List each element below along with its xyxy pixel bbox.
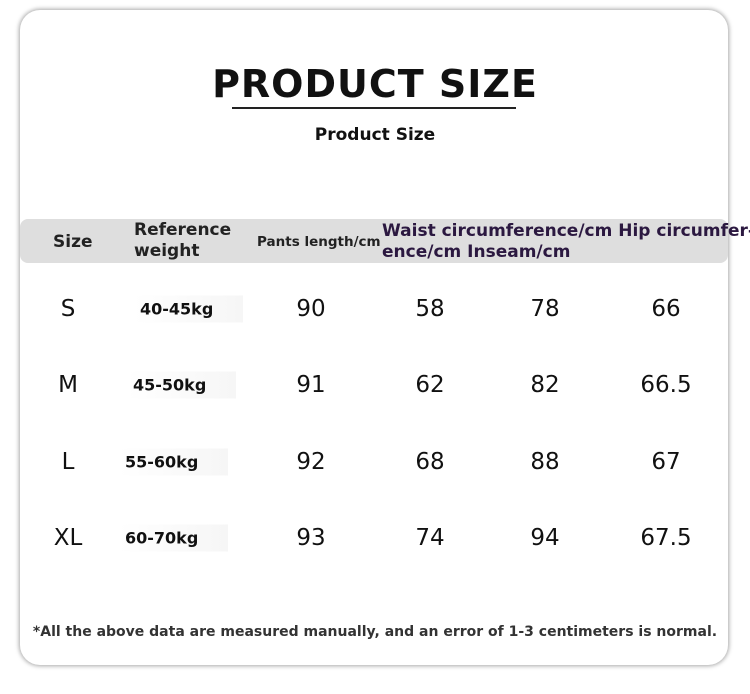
- column-header: Waist circumference/cm Hip circumfer-: [382, 221, 750, 241]
- measure-cell: 94: [530, 525, 560, 551]
- measure-cell: 78: [530, 296, 560, 322]
- weight-cell: 40-45kg: [134, 295, 244, 323]
- measure-cell: 58: [415, 296, 445, 322]
- title: PRODUCT SIZE: [212, 62, 538, 106]
- measure-cell: 66.5: [640, 372, 692, 398]
- weight-cell: 45-50kg: [127, 371, 237, 399]
- card: [20, 10, 728, 665]
- measure-cell: 62: [415, 372, 445, 398]
- size-cell: M: [58, 372, 78, 398]
- measure-cell: 88: [530, 449, 560, 475]
- measure-cell: 66: [651, 296, 681, 322]
- footer-note: *All the above data are measured manuall…: [32, 624, 718, 640]
- measure-cell: 93: [296, 525, 326, 551]
- measure-cell: 91: [296, 372, 326, 398]
- measure-cell: 82: [530, 372, 560, 398]
- column-header: Size: [53, 232, 93, 252]
- subtitle: Product Size: [314, 125, 436, 145]
- measure-cell: 68: [415, 449, 445, 475]
- weight-cell: 60-70kg: [119, 524, 229, 552]
- column-header: Reference weight: [134, 220, 232, 261]
- column-header: Pants length/cm: [257, 234, 381, 250]
- size-cell: XL: [53, 525, 83, 551]
- measure-cell: 74: [415, 525, 445, 551]
- measure-cell: 67: [651, 449, 681, 475]
- weight-cell: 55-60kg: [119, 448, 229, 476]
- size-cell: L: [61, 449, 75, 475]
- column-header: ence/cm Inseam/cm: [382, 242, 571, 262]
- measure-cell: 90: [296, 296, 326, 322]
- measure-cell: 92: [296, 449, 326, 475]
- header-band: [20, 219, 728, 263]
- title-underline: [232, 107, 516, 109]
- measure-cell: 67.5: [640, 525, 692, 551]
- size-cell: S: [60, 296, 76, 322]
